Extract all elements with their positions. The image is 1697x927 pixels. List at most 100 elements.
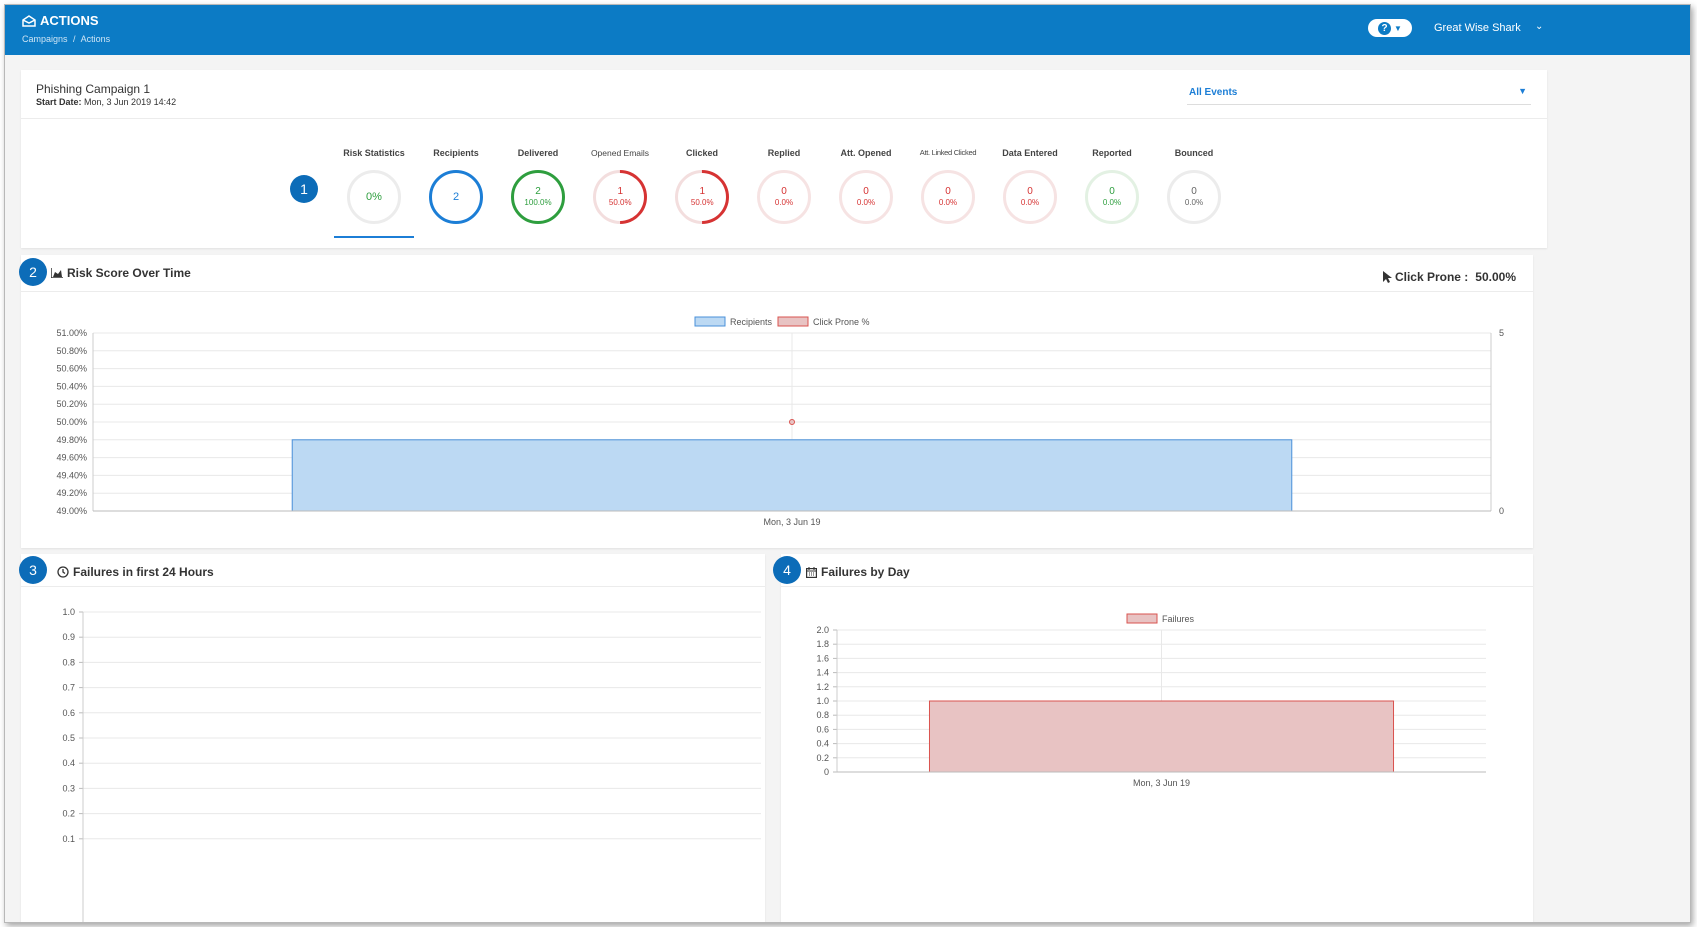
stat-label: Replied (767, 148, 801, 158)
stat-replied[interactable]: Replied 0 0.0% (744, 148, 824, 224)
breadcrumb-separator: / (73, 34, 76, 44)
user-menu[interactable]: Great Wise Shark (1434, 22, 1521, 34)
stat-ring: 0 0.0% (1003, 170, 1057, 224)
stat-value: 0 (1109, 186, 1115, 197)
stat-att-opened[interactable]: Att. Opened 0 0.0% (826, 148, 906, 224)
help-icon: ? (1378, 21, 1392, 35)
stat-value: 0 (1027, 186, 1033, 197)
click-prone-value: 50.00% (1475, 270, 1516, 284)
y-tick-label: 1.8 (816, 639, 829, 649)
stat-label: Opened Emails (590, 148, 650, 158)
legend-label-failures: Failures (1162, 614, 1195, 624)
user-menu-chevron-icon[interactable]: ⌄ (1535, 21, 1544, 32)
y-tick-label: 51.00% (56, 328, 87, 338)
legend-swatch-recipients (694, 316, 726, 327)
stat-label: Att. Linked Clicked (919, 148, 977, 157)
y-tick-label: 1.2 (816, 682, 829, 692)
y-right-tick-label: 0 (1499, 506, 1504, 516)
stat-percent: 0.0% (1020, 198, 1040, 207)
stat-label: Reported (1092, 148, 1132, 158)
y-tick-label: 0.3 (62, 783, 75, 793)
failures-24h-title: Failures in first 24 Hours (57, 565, 214, 579)
y-tick-label: 0.1 (62, 834, 75, 844)
y-tick-label: 49.40% (56, 470, 87, 480)
stat-ring: 2 (429, 170, 483, 224)
stat-recipients[interactable]: Recipients 2 (416, 148, 496, 224)
stat-value: 0% (366, 191, 382, 203)
caret-down-icon: ▼ (1518, 86, 1527, 96)
stat-ring: 0 0.0% (839, 170, 893, 224)
stat-opened-emails[interactable]: Opened Emails 1 50.0% (580, 148, 660, 236)
x-tick-label: Mon, 3 Jun 19 (763, 517, 820, 527)
stat-percent: 0.0% (1184, 198, 1204, 207)
stat-data-entered[interactable]: Data Entered 0 0.0% (990, 148, 1070, 224)
stat-value: 1 (617, 186, 623, 197)
stat-label: Data Entered (1002, 148, 1058, 158)
campaign-start-date: Start Date: Mon, 3 Jun 2019 14:42 (36, 97, 176, 107)
stat-label: Recipients (433, 148, 479, 158)
stat-bounced[interactable]: Bounced 0 0.0% (1154, 148, 1234, 224)
stat-ring: 1 50.0% (581, 158, 659, 236)
stat-label: Risk Statistics (343, 148, 405, 158)
bar-failures (928, 700, 1395, 773)
y-tick-label: 0.2 (62, 809, 75, 819)
help-button[interactable]: ? ▼ (1368, 19, 1412, 37)
y-tick-label: 50.40% (56, 381, 87, 391)
stat-att-linked-clicked[interactable]: Att. Linked Clicked 0 0.0% (908, 148, 988, 224)
step-badge-1: 1 (290, 175, 318, 203)
y-tick-label: 1.4 (816, 668, 829, 678)
campaign-card: Phishing Campaign 1 Start Date: Mon, 3 J… (21, 70, 1547, 248)
y-tick-label: 0.2 (816, 753, 829, 763)
breadcrumb-campaigns[interactable]: Campaigns (22, 34, 68, 44)
stat-label: Delivered (517, 148, 559, 158)
y-right-tick-label: 5 (1499, 328, 1504, 338)
stat-percent: 0.0% (1102, 198, 1122, 207)
y-tick-label: 49.80% (56, 435, 87, 445)
calendar-icon (806, 566, 817, 578)
stat-value: 0 (781, 186, 787, 197)
breadcrumb: Campaigns / Actions (22, 34, 113, 44)
x-tick-label: Mon, 3 Jun 19 (1133, 778, 1190, 788)
bar-recipients (291, 439, 1293, 512)
stat-ring: 0 0.0% (757, 170, 811, 224)
start-date-label: Start Date: (36, 97, 82, 107)
y-tick-label: 1.0 (62, 607, 75, 617)
stat-ring-content: 1 50.0% (609, 186, 632, 208)
breadcrumb-actions[interactable]: Actions (80, 34, 111, 44)
failures-24h-header: Failures in first 24 Hours (21, 554, 765, 587)
stat-ring: 1 50.0% (663, 158, 741, 236)
stat-label: Clicked (685, 148, 718, 158)
failures-by-day-card: Failures by Day 2.0 1.8 1.6 1.4 1.2 1.0 0.8 0.6… (781, 554, 1533, 922)
stat-clicked[interactable]: Clicked 1 50.0% (662, 148, 742, 236)
failures-by-day-title-text: Failures by Day (821, 565, 910, 579)
y-tick-label: 0.6 (62, 708, 75, 718)
risk-score-chart: 51.00% 50.80% 50.60% 50.40% 50.20% 50.00% 49.8… (56, 316, 1504, 527)
failures-by-day-chart: 2.0 1.8 1.6 1.4 1.2 1.0 0.8 0.6 0.4 0.2 0 Mon, 3 Ju… (816, 613, 1486, 788)
stat-ring: 0 0.0% (1167, 170, 1221, 224)
legend-label-click-prone: Click Prone % (813, 317, 870, 327)
y-tick-label: 0.4 (62, 758, 75, 768)
y-tick-label: 0.8 (62, 657, 75, 667)
legend-label-recipients: Recipients (730, 317, 773, 327)
event-filter-select[interactable]: All Events ▼ (1187, 84, 1531, 105)
stat-percent: 0.0% (774, 198, 794, 207)
start-date-value: Mon, 3 Jun 2019 14:42 (84, 97, 177, 107)
risk-score-title-text: Risk Score Over Time (67, 266, 191, 280)
step-badge-2: 2 (19, 258, 47, 286)
stat-risk-statistics[interactable]: Risk Statistics 0% (334, 148, 414, 224)
stat-percent: 100.0% (524, 198, 552, 207)
y-tick-label: 0 (824, 767, 829, 777)
y-tick-label: 1.0 (816, 696, 829, 706)
risk-score-header: Risk Score Over Time Click Prone : 50.00… (21, 255, 1533, 292)
app-title: ACTIONS (22, 13, 99, 28)
stat-ring: 0 0.0% (921, 170, 975, 224)
y-tick-label: 49.20% (56, 488, 87, 498)
stat-delivered[interactable]: Delivered 2 100.0% (498, 148, 578, 224)
stat-ring: 0 0.0% (1085, 170, 1139, 224)
app-window: ACTIONS Campaigns / Actions ? ▼ Great Wi… (4, 4, 1691, 923)
stat-reported[interactable]: Reported 0 0.0% (1072, 148, 1152, 224)
click-prone-label: Click Prone : (1394, 270, 1469, 284)
y-tick-label: 1.6 (816, 653, 829, 663)
failures-by-day-title: Failures by Day (806, 565, 910, 579)
stat-value: 0 (1191, 186, 1197, 197)
